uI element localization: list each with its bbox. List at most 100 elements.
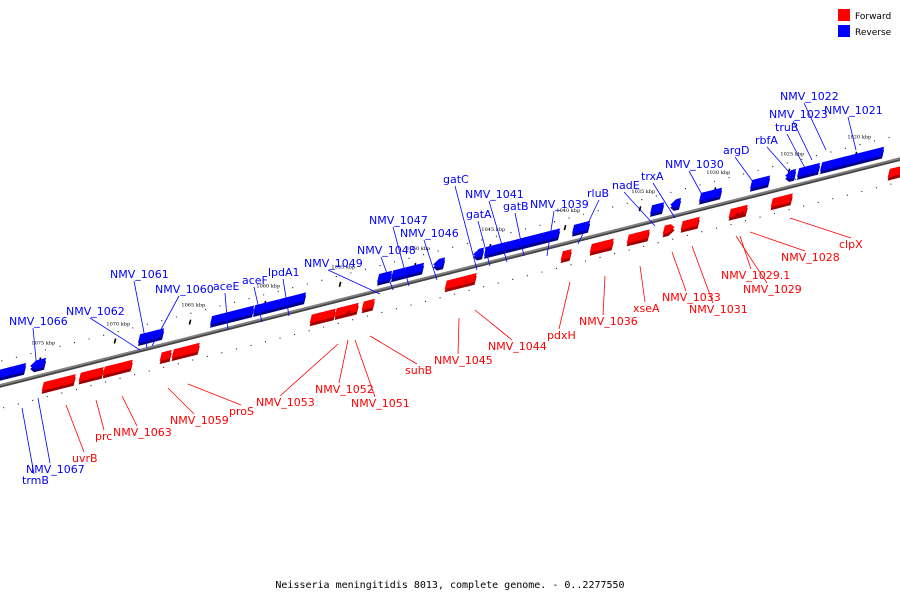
gene-box (309, 308, 336, 324)
legend-reverse-swatch (838, 25, 850, 37)
gene-label-gatc: gatC (443, 173, 469, 186)
scale-tick-label: 1055 kbp (331, 265, 355, 271)
gene-feature (650, 202, 665, 217)
gene-label-acee: aceE (213, 280, 240, 293)
gene-leader-trmb (21, 407, 35, 475)
gene-leader-nmv-1021 (847, 116, 857, 151)
gene-box (842, 146, 885, 166)
gene-label-nmv-1061: NMV_1061 (110, 268, 169, 281)
gene-label-nmv-1029-1: NMV_1029.1 (721, 269, 790, 282)
gene-label-prc: prc (95, 430, 112, 443)
gene-feature (391, 267, 407, 283)
scale-tick-label: 1030 kbp (706, 170, 730, 176)
gene-feature (210, 305, 255, 328)
gene-feature (361, 298, 375, 314)
gene-feature (670, 197, 682, 211)
gene-feature (542, 228, 561, 245)
gene-box (650, 202, 665, 214)
gene-box (750, 175, 771, 189)
gene-leader-nmv-1059 (167, 387, 195, 415)
gene-feature (505, 238, 521, 254)
gene-leader-nmv-1051 (354, 339, 376, 398)
gene-feature (484, 241, 508, 259)
gene-label-argd: argD (723, 144, 750, 157)
gene-box (699, 187, 723, 202)
scale-tick (638, 206, 642, 212)
gene-box (464, 273, 477, 285)
gene-box (887, 166, 900, 178)
gene-label-nmv-1051: NMV_1051 (351, 397, 410, 410)
gene-box (589, 238, 614, 253)
gene-feature (518, 232, 545, 251)
gene-label-rlub: rluB (587, 187, 609, 200)
gene-feature (444, 275, 467, 293)
gene-feature (78, 367, 104, 385)
legend-reverse-label: Reverse (855, 28, 892, 38)
gene-box (670, 197, 682, 208)
gene-label-pros: proS (229, 405, 254, 418)
gene-label-nmv-1033: NMV_1033 (662, 291, 721, 304)
gene-box (361, 298, 375, 311)
gene-label-nmv-1030: NMV_1030 (665, 158, 724, 171)
gene-label-nmv-1023: NMV_1023 (769, 108, 828, 121)
gene-feature (171, 342, 200, 362)
gene-box (278, 292, 307, 308)
gene-box (473, 247, 485, 258)
scale-tick-label: 1050 kbp (406, 246, 430, 252)
gene-label-nmv-1031: NMV_1031 (689, 303, 748, 316)
gene-feature (785, 168, 797, 182)
gene-box (797, 164, 813, 177)
gene-box (433, 257, 446, 268)
scale-tick-label: 1025 kbp (780, 152, 804, 158)
gene-label-nmv-1047: NMV_1047 (369, 214, 428, 227)
backbone-shadow (0, 158, 900, 388)
gene-label-acef: aceF (242, 274, 268, 287)
gene-feature (820, 156, 847, 175)
gene-feature (662, 224, 675, 238)
gene-feature (473, 247, 485, 261)
gene-box (572, 220, 591, 234)
gene-feature (728, 207, 740, 221)
gene-label-nmv-1048: NMV_1048 (357, 244, 416, 257)
gene-feature (699, 187, 723, 205)
gene-label-suhb: suhB (405, 364, 432, 377)
gene-feature (102, 359, 133, 379)
gene-label-pdxh: pdxH (547, 329, 576, 342)
gene-box (159, 349, 172, 362)
gene-box (404, 262, 425, 276)
gene-box (41, 374, 76, 391)
gene-box (820, 156, 847, 172)
gene-label-nmv-1036: NMV_1036 (579, 315, 638, 328)
scale-tick (113, 338, 117, 344)
gene-leader-uvrb (65, 404, 85, 453)
guide-track-reverse-outer (1, 134, 900, 362)
gene-box (171, 342, 200, 359)
gene-leader-nmv-1023 (792, 120, 813, 161)
gene-label-gatb: gatB (503, 200, 529, 213)
gene-leader-nmv-1048 (380, 256, 394, 291)
gene-label-nmv-1060: NMV_1060 (155, 283, 214, 296)
gene-feature (572, 220, 591, 237)
gene-leader-nmv-1039 (546, 210, 555, 257)
gene-label-nmv-1041: NMV_1041 (465, 188, 524, 201)
gene-box (560, 249, 572, 261)
gene-box (680, 216, 700, 230)
gene-label-uvrb: uvrB (72, 452, 98, 465)
gene-box (253, 299, 281, 314)
gene-label-nmv-1067: NMV_1067 (26, 463, 85, 476)
gene-leader-nmv-1046 (423, 239, 438, 281)
gene-leader-lpda1 (282, 278, 290, 317)
gene-box (30, 359, 41, 370)
gene-leader-trxa (652, 182, 676, 219)
gene-leader-rlub (577, 199, 600, 245)
gene-feature (159, 349, 172, 365)
scale-tick-label: 1065 kbp (181, 303, 205, 309)
gene-label-lpda1: lpdA1 (268, 266, 300, 279)
gene-leader-nmv-1067 (37, 397, 51, 464)
gene-feature (560, 249, 572, 264)
gene-feature (433, 257, 446, 271)
gene-leader-nmv-1045 (457, 317, 460, 355)
gene-leader-trub (786, 133, 807, 171)
gene-feature (842, 146, 885, 169)
